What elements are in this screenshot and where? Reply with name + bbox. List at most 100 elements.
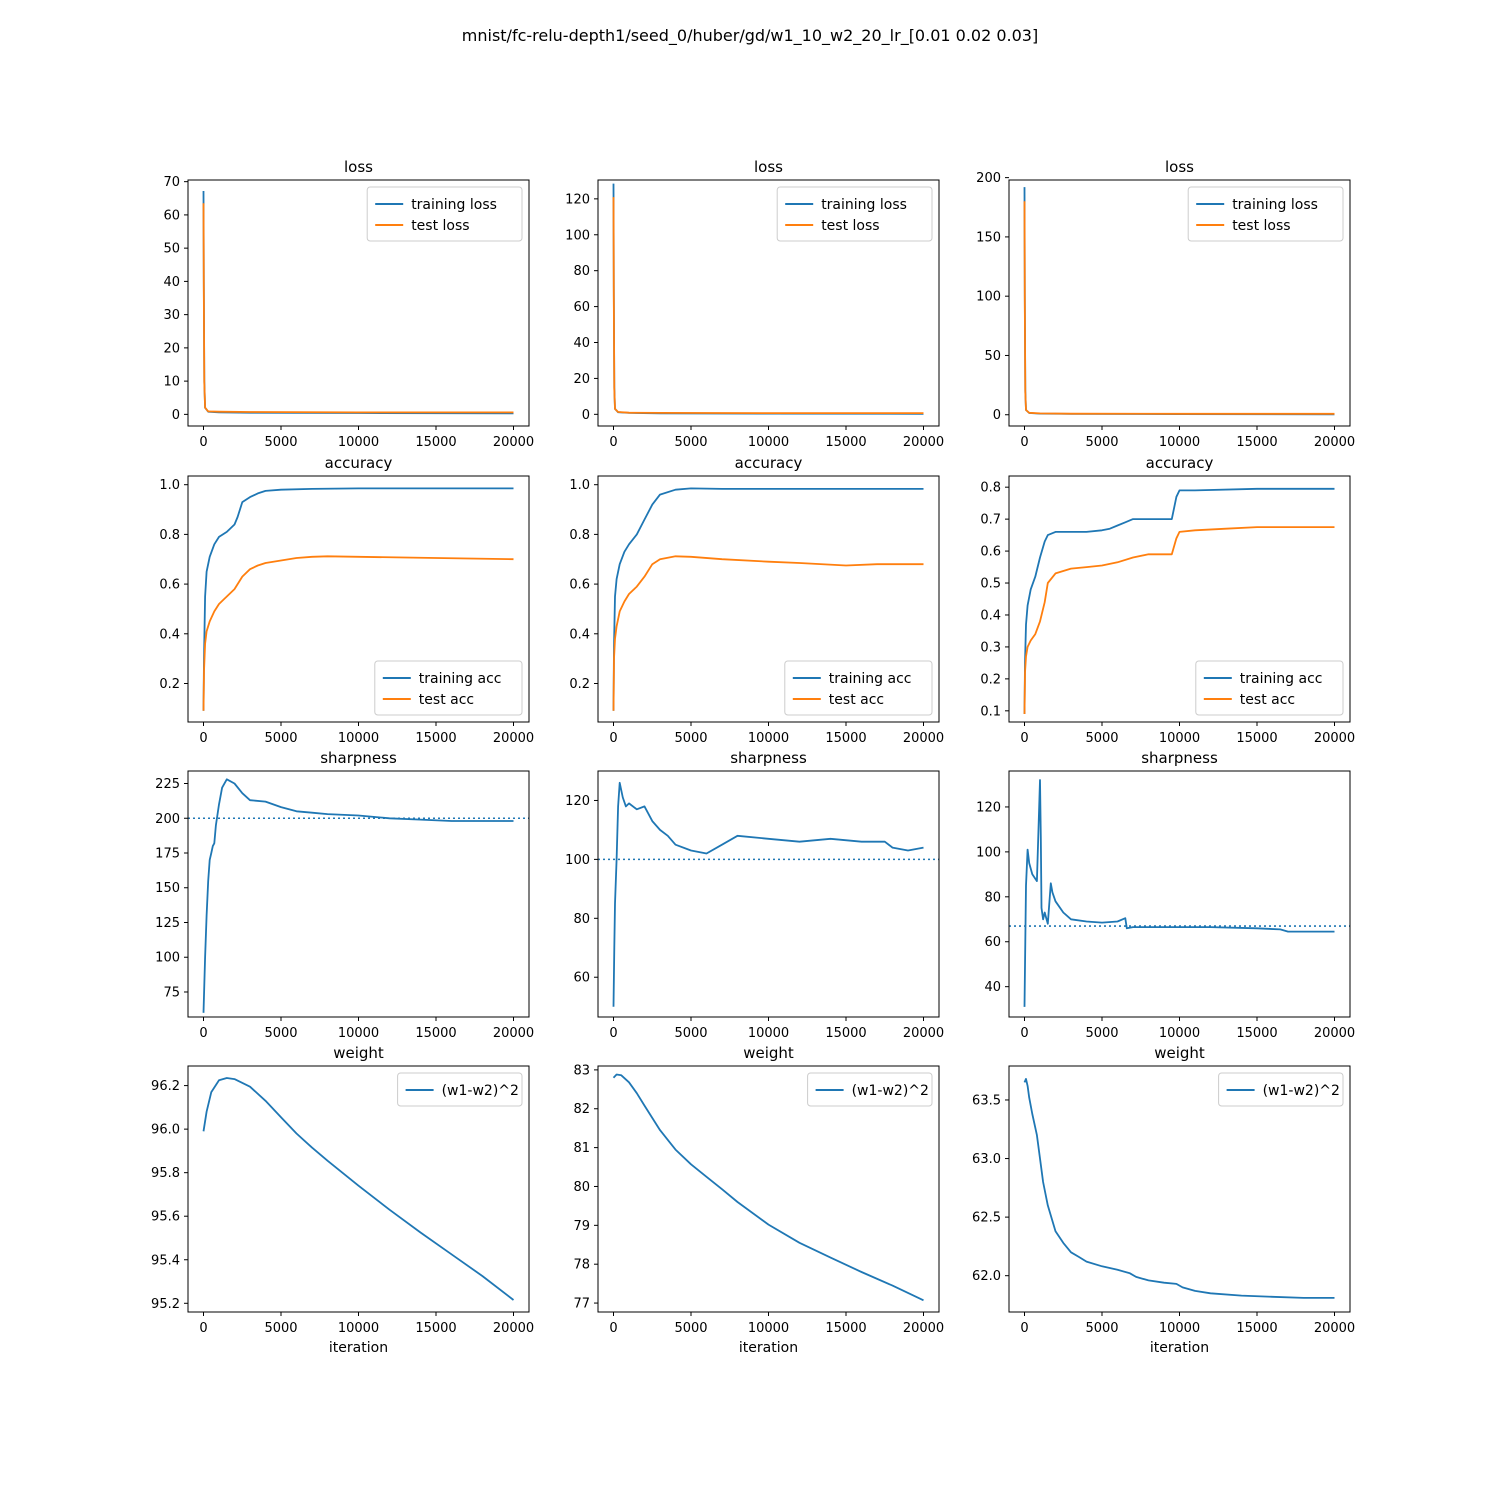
legend-label: training loss: [821, 197, 907, 213]
subplot-title: sharpness: [1141, 749, 1218, 767]
x-tick-label: 10000: [748, 1026, 789, 1041]
y-tick-label: 100: [565, 853, 590, 868]
y-tick-label: 100: [565, 228, 590, 243]
legend-box: [807, 1072, 933, 1107]
y-tick-label: 20: [573, 372, 590, 387]
x-tick-label: 15000: [415, 1321, 456, 1336]
x-tick-label: 20000: [493, 731, 534, 746]
x-tick-label: 5000: [1085, 1026, 1118, 1041]
subplot-title: accuracy: [1146, 454, 1214, 472]
axes-frame: [1008, 1065, 1351, 1313]
x-tick-label: 0: [609, 1026, 617, 1041]
legend-label: training loss: [411, 197, 497, 213]
subplot-weight-lr1: weight 0 5000 10000 15000 20000 95.2 95.4 95.6 95…: [151, 1044, 534, 1356]
x-tick-label: 20000: [1314, 731, 1355, 746]
axes-frame: [187, 770, 530, 1018]
y-tick-label: 0.8: [569, 528, 590, 543]
legend: training acc test acc: [1195, 660, 1344, 716]
subplot-loss-lr2: loss 0 5000 10000 15000 20000 0 20 40 60 80 100 120 t…: [565, 158, 944, 450]
x-tick-label: 5000: [674, 435, 707, 450]
x-axis-label: iteration: [329, 1340, 388, 1356]
x-tick-label: 0: [1020, 731, 1028, 746]
y-tick-label: 75: [163, 985, 180, 1000]
x-axis-label: iteration: [739, 1340, 798, 1356]
legend: training loss test loss: [776, 186, 933, 242]
axes-frame: [187, 179, 530, 427]
x-tick-label: 20000: [903, 731, 944, 746]
series-line--w1-w2-2: [1023, 1078, 1335, 1299]
subplot-title: sharpness: [320, 749, 397, 767]
y-tick-label: 120: [565, 794, 590, 809]
subplot-weight-lr3: weight 0 5000 10000 15000 20000 62.0 62.5 63.0 63…: [972, 1044, 1355, 1356]
legend: (w1-w2)^2: [397, 1072, 523, 1107]
x-tick-label: 0: [199, 435, 207, 450]
y-tick-label: 0.4: [980, 608, 1001, 623]
x-tick-label: 10000: [1159, 1026, 1200, 1041]
y-tick-label: 100: [976, 290, 1001, 305]
y-tick-label: 95.4: [151, 1253, 180, 1268]
axes-frame: [187, 1065, 530, 1313]
x-tick-label: 15000: [1236, 1321, 1277, 1336]
y-tick-label: 96.2: [151, 1079, 180, 1094]
series-line-training-acc: [202, 487, 514, 711]
x-tick-label: 15000: [1236, 731, 1277, 746]
y-tick-label: 0.7: [980, 513, 1001, 528]
subplot-acc-lr2: accuracy 0 5000 10000 15000 20000 0.2 0.4 0.6 0.8…: [569, 454, 944, 746]
x-tick-label: 10000: [748, 731, 789, 746]
legend-label: training acc: [1240, 671, 1323, 687]
y-tick-label: 83: [573, 1063, 590, 1078]
legend: training loss test loss: [366, 186, 523, 242]
legend-label: test loss: [1232, 218, 1290, 234]
y-tick-label: 95.8: [151, 1166, 180, 1181]
legend-box: [1195, 660, 1344, 716]
subplot-sharp-lr3: sharpness 0 5000 10000 15000 20000 40 60 80 100 12…: [976, 749, 1355, 1041]
subplot-title: loss: [1165, 158, 1194, 176]
legend-box: [1218, 1072, 1344, 1107]
figure-suptitle: mnist/fc-relu-depth1/seed_0/huber/gd/w1_…: [461, 26, 1039, 45]
x-tick-label: 5000: [674, 1321, 707, 1336]
y-tick-label: 200: [155, 812, 180, 827]
x-tick-label: 5000: [674, 731, 707, 746]
y-tick-label: 0.4: [569, 627, 590, 642]
axes-frame: [1008, 475, 1351, 723]
x-tick-label: 0: [199, 1026, 207, 1041]
subplot-loss-lr1: loss 0 5000 10000 15000 20000 0 10 20 30 40 50 60 70 t…: [163, 158, 534, 450]
x-tick-label: 15000: [825, 731, 866, 746]
x-axis-label: iteration: [1150, 1340, 1209, 1356]
y-tick-label: 0.2: [980, 672, 1001, 687]
x-tick-label: 20000: [1314, 435, 1355, 450]
x-tick-label: 0: [609, 1321, 617, 1336]
x-tick-label: 5000: [1085, 435, 1118, 450]
x-tick-label: 20000: [493, 1321, 534, 1336]
subplot-sharp-lr1: sharpness 0 5000 10000 15000 20000 75 100 125 150…: [155, 749, 534, 1041]
y-tick-label: 0.8: [159, 528, 180, 543]
series-line-test-acc: [612, 555, 924, 711]
x-tick-label: 0: [609, 731, 617, 746]
legend-label: (w1-w2)^2: [852, 1083, 929, 1099]
y-tick-label: 80: [573, 912, 590, 927]
x-tick-label: 10000: [1159, 435, 1200, 450]
y-tick-label: 80: [573, 264, 590, 279]
subplot-acc-lr3: accuracy 0 5000 10000 15000 20000 0.1 0.2 0.3 0.4…: [980, 454, 1355, 746]
y-tick-label: 96.0: [151, 1123, 180, 1138]
series-line-test-loss: [1023, 201, 1335, 415]
series-line-sharpness: [612, 781, 924, 1007]
subplot-title: weight: [333, 1044, 384, 1062]
axes-frame: [1008, 770, 1351, 1018]
legend-label: (w1-w2)^2: [442, 1083, 519, 1099]
y-tick-label: 0.2: [569, 677, 590, 692]
legend-label: (w1-w2)^2: [1263, 1083, 1340, 1099]
subplot-title: accuracy: [325, 454, 393, 472]
x-tick-label: 10000: [748, 1321, 789, 1336]
y-tick-label: 40: [163, 275, 180, 290]
subplot-title: accuracy: [735, 454, 803, 472]
y-tick-label: 62.5: [972, 1211, 1001, 1226]
y-tick-label: 40: [573, 336, 590, 351]
legend-label: test acc: [419, 692, 474, 708]
y-tick-label: 0: [993, 408, 1001, 423]
y-tick-label: 200: [976, 171, 1001, 186]
legend-label: training loss: [1232, 197, 1318, 213]
y-tick-label: 63.0: [972, 1152, 1001, 1167]
y-tick-label: 95.2: [151, 1297, 180, 1312]
